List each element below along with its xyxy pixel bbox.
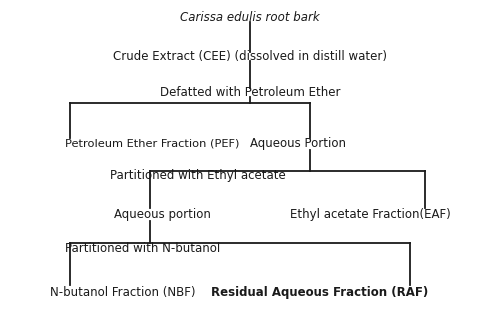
Text: Defatted with Petroleum Ether: Defatted with Petroleum Ether [160,86,340,99]
Text: Partitioned with Ethyl acetate: Partitioned with Ethyl acetate [110,169,286,182]
Text: Ethyl acetate Fraction(EAF): Ethyl acetate Fraction(EAF) [290,208,450,221]
Text: N-butanol Fraction (NBF): N-butanol Fraction (NBF) [50,286,196,299]
Text: Aqueous Portion: Aqueous Portion [250,137,346,151]
Text: Crude Extract (CEE) (dissolved in distill water): Crude Extract (CEE) (dissolved in distil… [113,50,387,63]
Text: Residual Aqueous Fraction (RAF): Residual Aqueous Fraction (RAF) [212,286,428,299]
Text: Aqueous portion: Aqueous portion [114,208,211,221]
Text: Carissa edulis root bark: Carissa edulis root bark [180,11,320,24]
Text: Partitioned with N-butanol: Partitioned with N-butanol [65,242,220,255]
Text: Petroleum Ether Fraction (PEF): Petroleum Ether Fraction (PEF) [65,139,240,149]
